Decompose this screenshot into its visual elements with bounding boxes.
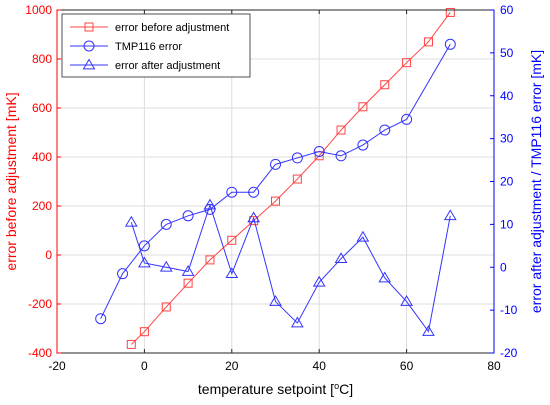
- y-left-tick-label: 400: [32, 150, 52, 164]
- legend: error before adjustment TMP116 error error…: [61, 13, 251, 78]
- legend-marker: [84, 22, 94, 32]
- data-point-error-after-adjustment: [378, 271, 392, 283]
- data-point-error-after-adjustment: [312, 275, 326, 287]
- data-point-error-after-adjustment: [203, 198, 217, 210]
- data-point-tmp116-error: [291, 152, 303, 164]
- series-error-after-adjustment: [124, 198, 457, 336]
- data-point-tmp116-error: [117, 268, 129, 280]
- data-point-error-after-adjustment: [400, 295, 413, 306]
- series-line-error-after-adjustment: [130, 203, 451, 333]
- series-layer: [95, 7, 457, 349]
- data-point-error-before-adjustment: [358, 102, 368, 112]
- data-point-error-before-adjustment: [161, 302, 171, 312]
- data-point-error-before-adjustment: [292, 174, 302, 184]
- data-point-error-before-adjustment: [445, 7, 455, 17]
- y-left-tick-label: 600: [32, 101, 52, 115]
- data-point-tmp116-error: [357, 139, 369, 151]
- legend-marker: [83, 40, 95, 52]
- y-left-tick-label: 200: [32, 199, 52, 213]
- data-point-tmp116-error: [270, 158, 281, 170]
- data-point-error-after-adjustment: [443, 209, 457, 221]
- data-point-error-before-adjustment: [183, 278, 193, 288]
- y-left-tick-label: -400: [28, 346, 52, 360]
- data-point-tmp116-error: [248, 186, 260, 198]
- data-point-error-before-adjustment: [227, 235, 237, 245]
- x-tick-label: 0: [141, 359, 148, 373]
- data-point-error-after-adjustment: [124, 215, 138, 227]
- x-axis-label: temperature setpoint [oC]: [198, 381, 353, 397]
- legend-label: error after adjustment: [115, 60, 220, 72]
- x-tick-label: 20: [225, 359, 239, 373]
- y-axis-right-label: error after adjustment / TMP116 error [m…: [528, 50, 544, 313]
- x-tick-label: 40: [313, 359, 327, 373]
- ticks: -20 0 20 40 60 80-400-20002004006008001000-20…: [25, 3, 517, 373]
- data-point-error-after-adjustment: [422, 325, 435, 336]
- data-point-error-after-adjustment: [290, 316, 304, 328]
- series-tmp116-error: [95, 38, 456, 325]
- data-point-error-after-adjustment: [181, 265, 195, 276]
- x-tick-label: -20: [48, 359, 66, 373]
- legend-item-error-before-adjustment: error before adjustment: [70, 22, 229, 34]
- data-point-error-after-adjustment: [247, 211, 261, 223]
- x-tick-label: 80: [487, 359, 501, 373]
- series-line-tmp116-error: [100, 44, 451, 319]
- y-right-tick-label: 20: [500, 175, 514, 189]
- data-point-error-before-adjustment: [402, 58, 412, 68]
- y-right-tick-label: 60: [500, 3, 514, 17]
- data-point-error-before-adjustment: [271, 196, 280, 206]
- data-point-tmp116-error: [182, 210, 194, 222]
- data-point-error-before-adjustment: [336, 125, 346, 135]
- data-point-tmp116-error: [379, 124, 391, 136]
- y-axis-left-label: error before adjustment [mK]: [3, 92, 19, 270]
- data-point-error-before-adjustment: [380, 80, 390, 90]
- y-left-tick-label: 800: [32, 52, 52, 66]
- data-point-error-before-adjustment: [126, 339, 136, 349]
- y-right-tick-label: -20: [500, 346, 518, 360]
- data-point-error-after-adjustment: [269, 295, 282, 306]
- series-line-error-before-adjustment: [130, 12, 451, 345]
- y-right-tick-label: -10: [500, 303, 518, 317]
- y-right-tick-label: 30: [500, 132, 514, 146]
- legend-marker: [82, 58, 96, 70]
- data-point-error-after-adjustment: [334, 252, 348, 264]
- x-tick-label: 60: [400, 359, 414, 373]
- legend-label: error before adjustment: [115, 22, 229, 34]
- data-point-tmp116-error: [226, 186, 238, 198]
- y-right-tick-label: 0: [500, 260, 507, 274]
- data-point-tmp116-error: [335, 150, 347, 162]
- data-point-error-before-adjustment: [205, 255, 215, 265]
- data-point-tmp116-error: [95, 313, 107, 325]
- data-point-tmp116-error: [444, 38, 456, 50]
- y-left-tick-label: -200: [28, 297, 52, 311]
- data-point-error-after-adjustment: [356, 230, 370, 242]
- legend-item-tmp116-error: TMP116 error: [70, 40, 182, 53]
- legend-item-error-after-adjustment: error after adjustment: [70, 58, 220, 72]
- y-right-tick-label: 50: [500, 46, 514, 60]
- data-point-tmp116-error: [313, 145, 325, 157]
- series-error-before-adjustment: [126, 7, 455, 349]
- data-point-error-after-adjustment: [138, 256, 151, 268]
- data-point-tmp116-error: [401, 113, 413, 125]
- y-left-tick-label: 0: [45, 248, 52, 262]
- data-point-error-after-adjustment: [159, 260, 173, 272]
- legend-label: TMP116 error: [115, 41, 182, 53]
- data-point-error-before-adjustment: [423, 37, 433, 47]
- y-right-tick-label: 10: [500, 217, 514, 231]
- data-point-error-after-adjustment: [225, 267, 239, 279]
- y-right-tick-label: 40: [500, 89, 514, 103]
- y-left-tick-label: 1000: [25, 3, 52, 17]
- data-point-error-before-adjustment: [139, 327, 149, 337]
- data-point-tmp116-error: [160, 218, 172, 230]
